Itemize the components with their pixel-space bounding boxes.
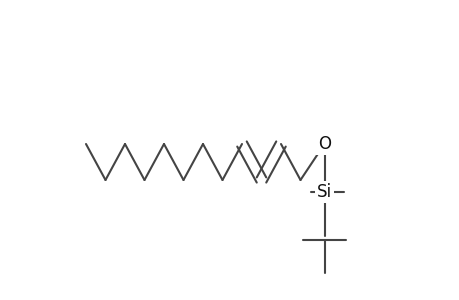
Text: Si: Si	[316, 183, 331, 201]
Text: O: O	[317, 135, 330, 153]
